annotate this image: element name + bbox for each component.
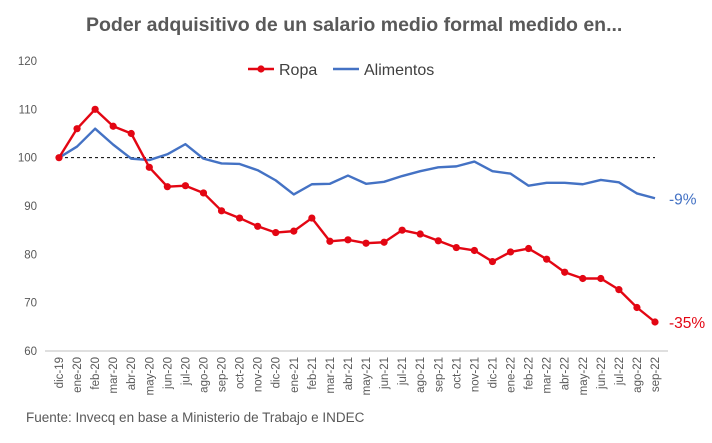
x-tick-label: ago-21 <box>415 357 427 393</box>
y-tick-label: 80 <box>24 249 37 261</box>
y-tick-label: 70 <box>24 298 37 310</box>
data-point-ropa <box>308 214 316 222</box>
data-point-ropa <box>543 255 551 263</box>
x-tick-label: feb-21 <box>307 357 319 390</box>
data-point-ropa <box>633 303 641 312</box>
data-point-ropa <box>452 243 460 252</box>
x-tick-label: ene-22 <box>506 357 518 393</box>
legend: Ropa Alimentos <box>248 62 434 79</box>
data-point-ropa <box>398 226 406 234</box>
x-tick-label: may-21 <box>361 357 373 395</box>
data-point-ropa <box>290 227 298 235</box>
data-point-ropa <box>561 268 569 276</box>
x-tick-label: oct-20 <box>235 357 247 389</box>
data-point-ropa <box>272 228 280 237</box>
x-tick-label: ago-22 <box>632 357 644 393</box>
x-tick-label: feb-22 <box>524 357 536 390</box>
series-line-ropa <box>57 108 656 323</box>
data-point-ropa <box>181 182 190 190</box>
legend-marker-ropa <box>257 65 265 73</box>
x-tick-label: mar-21 <box>325 357 337 393</box>
data-point-ropa <box>91 105 99 113</box>
data-point-ropa <box>109 122 117 130</box>
data-point-ropa <box>506 248 515 256</box>
x-tick-label: ene-20 <box>72 357 84 393</box>
x-tick-label: abr-20 <box>126 357 138 390</box>
legend-label-alimentos: Alimentos <box>364 62 434 79</box>
data-point-ropa <box>380 238 388 246</box>
x-tick-label: jun-22 <box>596 357 608 390</box>
x-tick-label: abr-21 <box>343 357 355 390</box>
x-tick-label: sep-22 <box>650 357 662 392</box>
data-point-ropa <box>416 230 424 238</box>
x-tick-label: ene-21 <box>289 357 301 393</box>
data-point-ropa <box>524 244 533 253</box>
y-tick-label: 100 <box>18 153 37 165</box>
x-tick-label: may-22 <box>578 357 590 395</box>
y-axis-ticks: 60 70 80 90 100 110 120 <box>18 56 37 358</box>
x-tick-label: mar-22 <box>542 357 554 393</box>
x-tick-label: sep-21 <box>433 357 445 392</box>
x-tick-label: dic-20 <box>271 357 283 388</box>
data-point-ropa <box>488 257 497 266</box>
end-label-ropa: -35% <box>669 315 705 332</box>
x-tick-label: dic-21 <box>487 357 499 388</box>
source-note: Fuente: Invecq en base a Ministerio de T… <box>26 410 365 425</box>
x-tick-label: sep-20 <box>217 357 229 392</box>
x-tick-label: jul-22 <box>614 357 626 386</box>
x-tick-label: mar-20 <box>108 357 120 393</box>
data-point-ropa <box>651 318 659 326</box>
x-tick-label: jun-20 <box>162 357 174 390</box>
end-label-alimentos: -9% <box>669 191 697 208</box>
x-tick-label: jul-21 <box>397 357 409 386</box>
data-point-ropa <box>145 163 153 171</box>
data-point-ropa <box>55 154 63 162</box>
data-point-ropa <box>362 239 370 247</box>
data-point-ropa <box>127 129 135 138</box>
data-point-ropa <box>615 286 623 294</box>
data-point-ropa <box>163 183 171 191</box>
x-tick-label: nov-20 <box>253 357 265 392</box>
x-tick-label: dic-19 <box>54 357 66 388</box>
data-point-ropa <box>199 189 208 197</box>
x-tick-label: nov-21 <box>469 357 481 392</box>
y-tick-label: 90 <box>24 201 37 213</box>
data-point-ropa <box>326 237 334 245</box>
y-tick-label: 120 <box>18 56 37 68</box>
x-tick-label: ago-20 <box>198 357 210 393</box>
data-point-ropa <box>434 237 442 245</box>
data-point-ropa <box>470 246 478 255</box>
data-point-ropa <box>217 207 226 215</box>
data-point-ropa <box>73 125 81 133</box>
chart-title: Poder adquisitivo de un salario medio fo… <box>86 14 623 36</box>
data-point-ropa <box>344 236 352 244</box>
end-labels: -35% -9% <box>669 191 705 332</box>
data-point-ropa <box>254 222 262 230</box>
x-tick-label: may-20 <box>144 357 156 395</box>
legend-label-ropa: Ropa <box>279 62 317 79</box>
x-axis-ticks: dic-19 ene-20 feb-20 mar-20 abr-20 may-20 jun-… <box>54 357 662 395</box>
x-tick-label: abr-22 <box>560 357 572 390</box>
y-tick-label: 60 <box>24 346 37 358</box>
x-tick-label: jun-21 <box>379 357 391 390</box>
data-point-ropa <box>236 214 244 222</box>
data-point-ropa <box>579 274 587 283</box>
x-tick-label: feb-20 <box>90 357 102 390</box>
data-point-ropa <box>597 274 605 283</box>
x-tick-label: jul-20 <box>180 357 192 386</box>
series-line-alimentos <box>58 127 656 200</box>
y-tick-label: 110 <box>19 104 37 116</box>
x-tick-label: oct-21 <box>451 357 463 389</box>
series-layer <box>55 105 659 326</box>
